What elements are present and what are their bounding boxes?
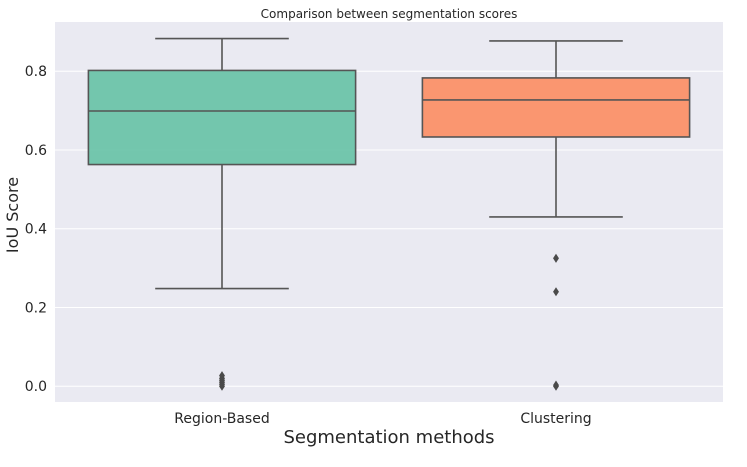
x-tick-labels: Region-Based Clustering	[174, 411, 591, 427]
chart-title: Comparison between segmentation scores	[261, 7, 518, 21]
y-tick-label: 0.4	[25, 222, 47, 238]
outlier-point	[553, 380, 559, 390]
outlier-point	[553, 287, 559, 297]
outlier-point	[219, 371, 225, 381]
x-axis-label: Segmentation methods	[283, 427, 494, 448]
y-axis-label: IoU Score	[3, 177, 22, 253]
box-clustering	[421, 40, 691, 391]
boxes	[87, 37, 691, 391]
y-tick-label: 0.2	[25, 300, 47, 316]
y-tick-label: 0.8	[25, 64, 47, 80]
x-tick-label: Region-Based	[174, 411, 269, 427]
y-tick-label: 0.0	[25, 379, 47, 395]
x-tick-label: Clustering	[520, 411, 591, 427]
iqr-box	[421, 77, 691, 138]
y-tick-label: 0.6	[25, 143, 47, 159]
outlier-point	[553, 253, 559, 263]
iqr-box	[87, 69, 357, 166]
y-tick-labels: 0.0 0.2 0.4 0.6 0.8	[25, 64, 47, 395]
box-region-based	[87, 37, 357, 391]
